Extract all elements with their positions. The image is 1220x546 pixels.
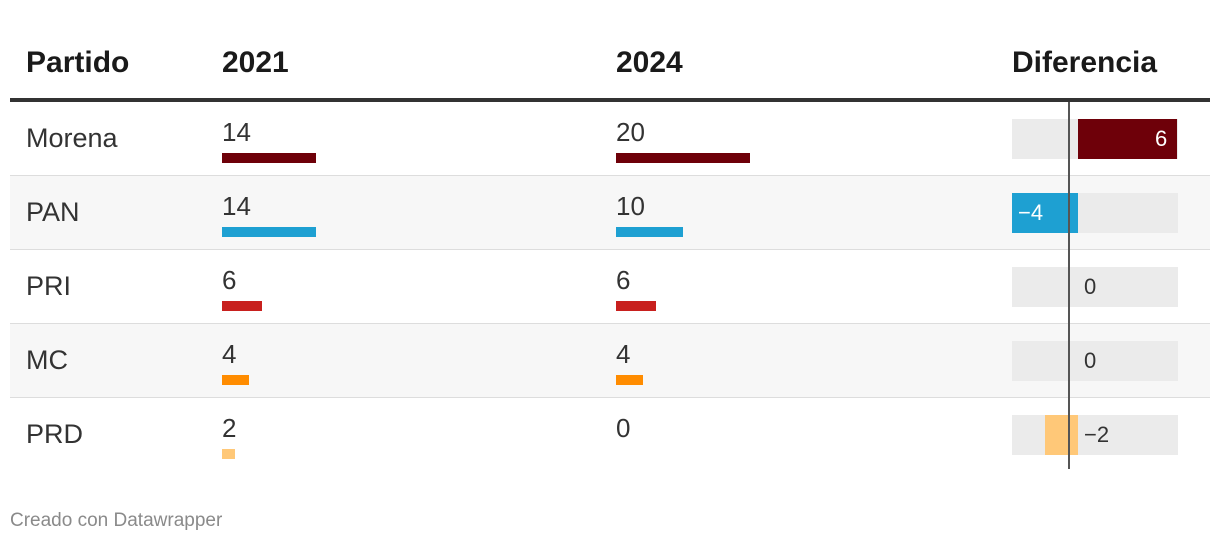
bar-2024 — [616, 227, 683, 237]
table-row: PRD 2 0 −2 — [10, 398, 1210, 471]
diff-track — [1012, 267, 1178, 307]
diff-value: −2 — [1084, 422, 1110, 447]
bar-2021 — [222, 375, 249, 385]
value-2024: 0 — [616, 413, 631, 443]
table-row: PAN 14 10 −4 — [10, 176, 1210, 250]
value-2024: 20 — [616, 117, 645, 147]
header-diferencia: Diferencia — [1012, 46, 1158, 79]
diff-zero-line — [1068, 102, 1070, 469]
diff-bar — [1012, 193, 1078, 233]
diff-value: −4 — [1018, 200, 1044, 225]
party-name: Morena — [26, 123, 118, 153]
value-2024: 4 — [616, 339, 631, 369]
value-2021: 4 — [222, 339, 237, 369]
bar-2021 — [222, 227, 316, 237]
value-2021: 14 — [222, 191, 251, 221]
value-2024: 6 — [616, 265, 631, 295]
party-name: PRD — [26, 419, 84, 449]
diff-value: 0 — [1084, 348, 1097, 373]
value-2021: 2 — [222, 413, 237, 443]
diff-value: 0 — [1084, 274, 1097, 299]
diff-track — [1012, 415, 1178, 455]
diff-track — [1012, 341, 1178, 381]
value-2021: 14 — [222, 117, 251, 147]
party-name: PAN — [26, 197, 80, 227]
header-partido: Partido — [26, 46, 130, 79]
comparison-table: Partido 2021 2024 Diferencia Morena 14 20 6… — [10, 0, 1210, 471]
bar-2021 — [222, 153, 316, 163]
bar-2024 — [616, 153, 750, 163]
bar-2024 — [616, 375, 643, 385]
table-row: Morena 14 20 6 — [10, 102, 1210, 176]
party-name: MC — [26, 345, 68, 375]
value-2021: 6 — [222, 265, 237, 295]
table-row: PRI 6 6 0 — [10, 250, 1210, 324]
bar-2024 — [616, 301, 657, 311]
bar-2021 — [222, 301, 263, 311]
header-2021: 2021 — [222, 46, 289, 79]
table-row: MC 4 4 0 — [10, 324, 1210, 398]
value-2024: 10 — [616, 191, 645, 221]
header-2024: 2024 — [616, 46, 683, 79]
table-body: Morena 14 20 6 PAN 14 10 −4 PRI 6 6 0 MC 4 4 0 PRD 2 0 −2 — [10, 102, 1210, 471]
party-name: PRI — [26, 271, 72, 301]
bar-2021 — [222, 449, 236, 459]
diff-bar — [1045, 415, 1078, 455]
diff-bar — [1078, 119, 1177, 159]
diff-value: 6 — [1155, 126, 1168, 151]
table-header: Partido 2021 2024 Diferencia — [10, 0, 1210, 102]
credit-text: Creado con Datawrapper — [10, 510, 223, 531]
